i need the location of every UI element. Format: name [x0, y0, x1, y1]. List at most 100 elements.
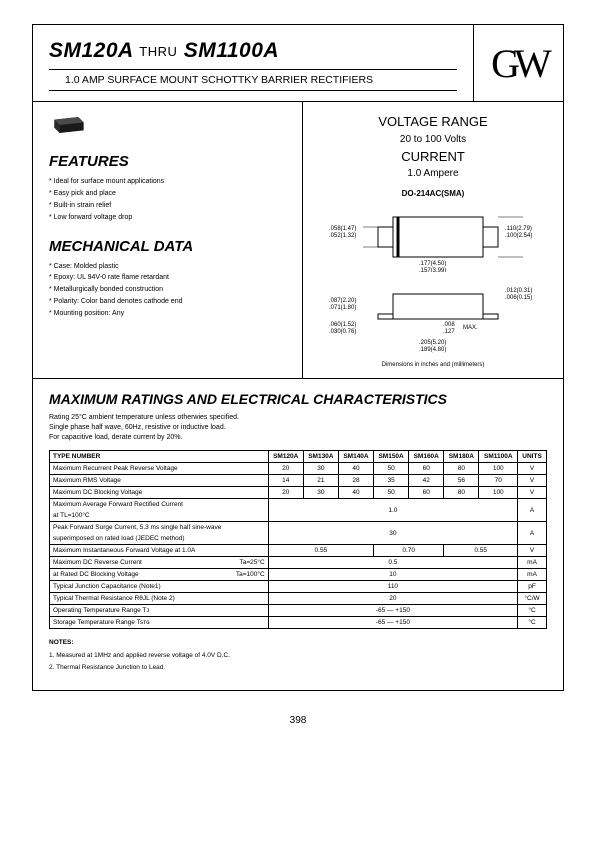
row-label: Maximum DC Reverse Current Ta=25°C — [50, 557, 269, 569]
package-side-view: .087(2.20) .071(1.80) .060(1.52) .030(0.… — [323, 274, 543, 354]
cell: 60 — [409, 487, 444, 499]
dim: .060(1.52) — [329, 322, 356, 328]
package-diagram: .058(1.47) .052(1.32) .110(2.79) .100(2.… — [315, 202, 551, 356]
row-label: Maximum Average Forward Rectified Curren… — [50, 499, 269, 511]
row-label2: at Rated DC Blocking Voltage Ta=100°C — [50, 569, 269, 581]
cell: 28 — [338, 475, 373, 487]
ratings-intro: Rating 25°C ambient temperature unless o… — [49, 413, 547, 442]
row-label2: superimposed on rated load (JEDEC method… — [50, 533, 269, 545]
mid-right-column: VOLTAGE RANGE 20 to 100 Volts CURRENT 1.… — [303, 102, 563, 378]
cell: V — [518, 545, 547, 557]
cell: 30 — [303, 487, 338, 499]
dim: .006(0.15) — [505, 295, 532, 301]
feature-item: * Built-in strain relief — [49, 200, 286, 212]
dim: .008 — [443, 322, 455, 328]
cell: 20 — [268, 593, 517, 605]
cell: mA — [518, 569, 547, 581]
col-header: SM180A — [444, 451, 479, 463]
row-label: Maximum DC Blocking Voltage — [50, 487, 269, 499]
table-row: Typical Junction Capacitance (Note1) 110… — [50, 581, 547, 593]
part-from: SM120A — [49, 39, 133, 62]
voltage-label: VOLTAGE RANGE — [315, 112, 551, 132]
header-row: SM120A THRU SM1100A 1.0 AMP SURFACE MOUN… — [33, 25, 563, 102]
voltage-value: 20 to 100 Volts — [315, 132, 551, 147]
table-row: Maximum Average Forward Rectified Curren… — [50, 499, 547, 511]
cell: V — [518, 487, 547, 499]
cell: -65 — +150 — [268, 605, 517, 617]
table-row: Maximum Instantaneous Forward Voltage at… — [50, 545, 547, 557]
cell: 100 — [479, 463, 518, 475]
cell: pF — [518, 581, 547, 593]
cell: 1.0 — [268, 499, 517, 522]
cell: A — [518, 499, 547, 522]
intro-line: Rating 25°C ambient temperature unless o… — [49, 413, 547, 423]
dim: .087(2.20) — [329, 298, 356, 304]
row-label: Operating Temperature Range Tᴊ — [50, 605, 269, 617]
dim: .071(1.80) — [329, 305, 356, 311]
intro-line: Single phase half wave, 60Hz, resistive … — [49, 423, 547, 433]
row-label: Typical Thermal Resistance RθJL (Note 2) — [50, 593, 269, 605]
table-row: Storage Temperature Range Tsᴛɢ -65 — +15… — [50, 617, 547, 629]
package-top-view: .058(1.47) .052(1.32) .110(2.79) .100(2.… — [323, 202, 543, 272]
dim: .012(0.31) — [505, 288, 532, 294]
mech-item: * Epoxy: UL 94V-0 rate flame retardant — [49, 272, 286, 284]
col-header: SM120A — [268, 451, 303, 463]
package-title: DO-214AC(SMA) — [315, 189, 551, 198]
feature-item: * Low forward voltage drop — [49, 212, 286, 224]
cell: 100 — [479, 487, 518, 499]
content-frame: SM120A THRU SM1100A 1.0 AMP SURFACE MOUN… — [32, 24, 564, 691]
row-label-text: Maximum DC Reverse Current — [53, 559, 142, 566]
cell: 56 — [444, 475, 479, 487]
table-row: Operating Temperature Range Tᴊ -65 — +15… — [50, 605, 547, 617]
brand-logo: GW — [491, 40, 546, 87]
col-header: UNITS — [518, 451, 547, 463]
header-left: SM120A THRU SM1100A 1.0 AMP SURFACE MOUN… — [33, 25, 473, 101]
cell: 10 — [268, 569, 517, 581]
row-label2: at TL=100°C — [50, 510, 269, 522]
page-number: 398 — [32, 715, 564, 726]
ratings-section: MAXIMUM RATINGS AND ELECTRICAL CHARACTER… — [33, 379, 563, 690]
cell: -65 — +150 — [268, 617, 517, 629]
table-row: Peak Forward Surge Current, 5.3 ms singl… — [50, 522, 547, 534]
dim: .052(1.32) — [329, 233, 356, 239]
cell: 110 — [268, 581, 517, 593]
cell: 35 — [374, 475, 409, 487]
chip-icon — [49, 114, 89, 136]
dim: .177(4.50) — [419, 261, 446, 267]
col-header: SM130A — [303, 451, 338, 463]
type-number-header: TYPE NUMBER — [50, 451, 269, 463]
dim: .100(2.54) — [505, 233, 532, 239]
ratings-title: MAXIMUM RATINGS AND ELECTRICAL CHARACTER… — [49, 391, 547, 407]
cell: 0.55 — [268, 545, 373, 557]
table-row: Maximum DC Blocking Voltage 20 30 40 50 … — [50, 487, 547, 499]
mech-item: * Metallurgically bonded construction — [49, 284, 286, 296]
cell: 20 — [268, 487, 303, 499]
cell: 0.55 — [444, 545, 518, 557]
dimension-note: Dimensions in inches and (millimeters) — [315, 362, 551, 368]
dim: .189(4.80) — [419, 347, 446, 353]
cell: V — [518, 475, 547, 487]
cell: 80 — [444, 463, 479, 475]
col-header: SM160A — [409, 451, 444, 463]
cell: V — [518, 463, 547, 475]
cell: mA — [518, 557, 547, 569]
row-label-text: at Rated DC Blocking Voltage — [53, 571, 139, 578]
datasheet-page: SM120A THRU SM1100A 1.0 AMP SURFACE MOUN… — [0, 0, 596, 750]
features-heading: FEATURES — [49, 153, 286, 170]
col-header: SM140A — [338, 451, 373, 463]
dim: MAX. — [463, 325, 478, 331]
part-to: SM1100A — [184, 39, 279, 62]
cell: 20 — [268, 463, 303, 475]
note-item: 2. Thermal Resistance Junction to Lead. — [49, 662, 547, 674]
dim: .030(0.76) — [329, 329, 356, 335]
table-header-row: TYPE NUMBER SM120A SM130A SM140A SM150A … — [50, 451, 547, 463]
col-header: SM150A — [374, 451, 409, 463]
dim: .205(5.20) — [419, 340, 446, 346]
cell: 40 — [338, 487, 373, 499]
mid-left-column: FEATURES * Ideal for surface mount appli… — [33, 102, 303, 378]
notes-block: NOTES: 1. Measured at 1MHz and applied r… — [49, 637, 547, 674]
subtitle-bar: 1.0 AMP SURFACE MOUNT SCHOTTKY BARRIER R… — [49, 69, 457, 91]
cell: 42 — [409, 475, 444, 487]
dim: .058(1.47) — [329, 226, 356, 232]
row-label: Maximum Instantaneous Forward Voltage at… — [50, 545, 269, 557]
